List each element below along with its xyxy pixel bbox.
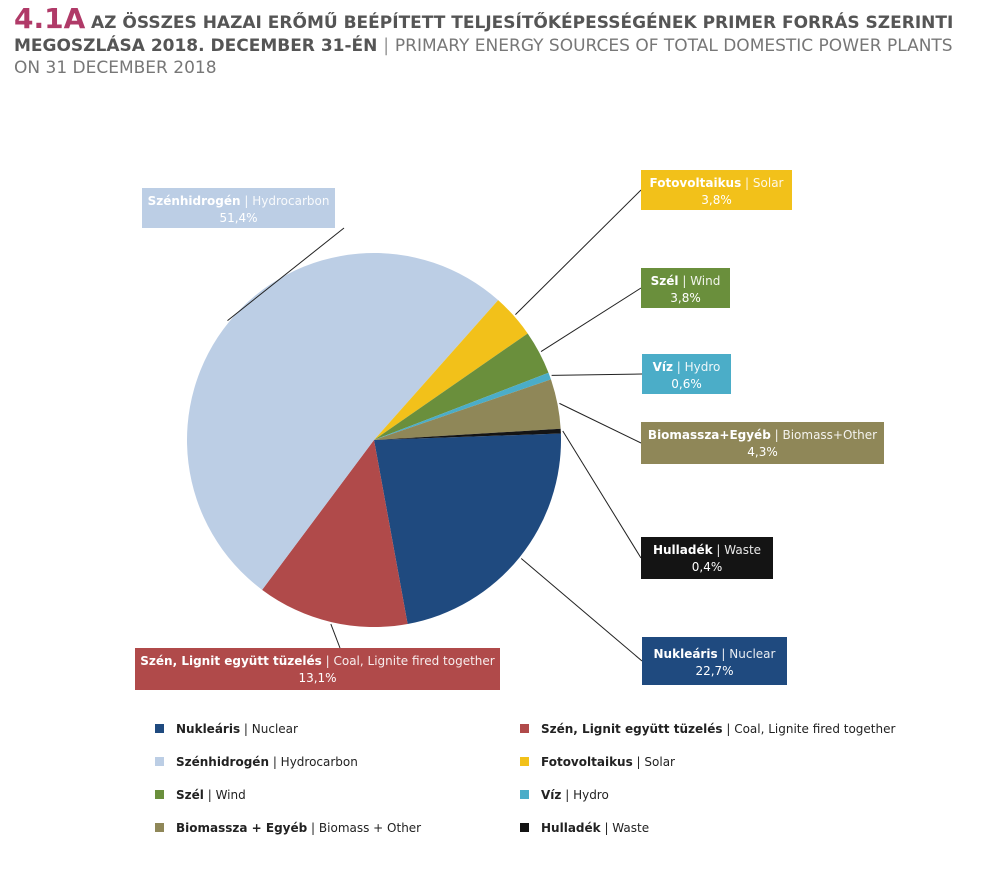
pie-slice-hydrocarbon: [186, 252, 499, 590]
slice-label-value: 22,7%: [695, 664, 734, 678]
legend-label-hu: Szén, Lignit együtt tüzelés: [541, 722, 723, 736]
slice-label-name-hu: Szél: [650, 274, 679, 288]
title-line-3: ON 31 DECEMBER 2018: [14, 57, 989, 79]
legend-swatch: [155, 757, 164, 766]
legend-item-hydro: Víz | Hydro: [520, 788, 609, 802]
pie-slice-wind: [374, 333, 549, 440]
pie-slice-solar: [374, 300, 528, 440]
leader-line-hydrocarbon: [227, 227, 345, 321]
slice-label-value: 13,1%: [298, 671, 337, 685]
title-hu-line1: AZ ÖSSZES HAZAI ERŐMŰ BEÉPÍTETT TELJESÍT…: [91, 13, 954, 33]
legend-swatch: [155, 823, 164, 832]
slice-label-name-en: | Wind: [678, 274, 721, 288]
leader-line-nuclear: [520, 558, 643, 662]
legend-label-hu: Hulladék: [541, 821, 601, 835]
slice-label-nuclear: Nukleáris | Nuclear 22,7%: [642, 637, 787, 685]
legend-label-hu: Szénhidrogén: [176, 755, 269, 769]
leader-line-solar: [515, 189, 642, 315]
title-line-1: 4.1A AZ ÖSSZES HAZAI ERŐMŰ BEÉPÍTETT TEL…: [14, 5, 989, 34]
legend-label-hu: Víz: [541, 788, 562, 802]
slice-label-value: 3,8%: [670, 291, 701, 305]
slice-label-value: 4,3%: [747, 445, 778, 459]
chart-title: 4.1A AZ ÖSSZES HAZAI ERŐMŰ BEÉPÍTETT TEL…: [14, 5, 989, 79]
leader-line-coal-lignite-fired-together: [330, 623, 341, 649]
pie-chart: [186, 189, 643, 662]
slice-label-value: 51,4%: [219, 211, 258, 225]
slice-label-hydrocarbon: Szénhidrogén | Hydrocarbon 51,4%: [142, 188, 335, 228]
leader-line-wind: [540, 287, 642, 353]
legend-label-en: | Waste: [600, 821, 650, 835]
slice-label-name-en: | Solar: [741, 176, 784, 190]
slice-label-name-hu: Nukleáris: [653, 647, 718, 661]
pie-slice-hydro: [374, 372, 551, 440]
slice-label-name-hu: Víz: [652, 360, 673, 374]
slice-label-name-en: | Hydro: [672, 360, 721, 374]
legend-label-en: | Wind: [203, 788, 246, 802]
slice-label-hydro: Víz | Hydro 0,6%: [642, 354, 731, 394]
legend-item-nuclear: Nukleáris | Nuclear: [155, 722, 298, 736]
legend-swatch: [520, 757, 529, 766]
slice-label-name-hu: Hulladék: [652, 543, 713, 557]
legend-label-hu: Biomassza + Egyéb: [176, 821, 308, 835]
slice-label-name-hu: Szén, Lignit együtt tüzelés: [140, 654, 322, 668]
slice-label-name-en: | Nuclear: [717, 647, 776, 661]
legend-label-en: | Hydro: [561, 788, 609, 802]
slice-label-solar: Fotovoltaikus | Solar 3,8%: [641, 170, 792, 210]
slice-label-biomass-other: Biomassza+Egyéb | Biomass+Other 4,3%: [641, 422, 884, 464]
legend-label-hu: Fotovoltaikus: [541, 755, 633, 769]
legend-swatch: [155, 724, 164, 733]
title-separator: |: [383, 35, 390, 56]
title-hu-line2: MEGOSZLÁSA 2018. DECEMBER 31-ÉN: [14, 36, 378, 56]
legend-item-biomass-other: Biomassza + Egyéb | Biomass + Other: [155, 821, 421, 835]
slice-label-name-en: | Waste: [712, 543, 762, 557]
legend-item-coal-lignite-fired-together: Szén, Lignit együtt tüzelés | Coal, Lign…: [520, 722, 895, 736]
pie-slice-nuclear: [374, 433, 562, 624]
slice-label-name-hu: Fotovoltaikus: [649, 176, 742, 190]
slice-label-value: 3,8%: [701, 193, 732, 207]
legend-label-en: | Coal, Lignite fired together: [722, 722, 896, 736]
slice-label-name-hu: Biomassza+Egyéb: [647, 428, 771, 442]
legend-label-en: | Solar: [632, 755, 675, 769]
legend-label-en: | Nuclear: [240, 722, 298, 736]
legend-swatch: [520, 724, 529, 733]
slice-label-name-en: | Biomass+Other: [770, 428, 878, 442]
legend-item-hydrocarbon: Szénhidrogén | Hydrocarbon: [155, 755, 358, 769]
legend-item-waste: Hulladék | Waste: [520, 821, 649, 835]
title-en-line2: PRIMARY ENERGY SOURCES OF TOTAL DOMESTIC…: [394, 36, 953, 56]
slice-label-name-hu: Szénhidrogén: [147, 194, 241, 208]
slice-label-value: 0,6%: [671, 377, 702, 391]
slice-label-waste: Hulladék | Waste 0,4%: [641, 537, 773, 579]
pie-slice-waste: [374, 428, 561, 440]
legend-label-hu: Szél: [176, 788, 204, 802]
slice-label-name-en: | Hydrocarbon: [240, 194, 330, 208]
legend-label-en: | Biomass + Other: [307, 821, 422, 835]
leader-line-waste: [562, 430, 642, 559]
figure-number: 4.1A: [14, 2, 86, 35]
legend-swatch: [155, 790, 164, 799]
legend-item-wind: Szél | Wind: [155, 788, 246, 802]
legend-item-solar: Fotovoltaikus | Solar: [520, 755, 675, 769]
legend-label-hu: Nukleáris: [176, 722, 241, 736]
slice-label-name-en: | Coal, Lignite fired together: [321, 654, 495, 668]
leader-line-biomass-other: [559, 402, 642, 444]
legend-swatch: [520, 823, 529, 832]
legend-swatch: [520, 790, 529, 799]
title-line-2: MEGOSZLÁSA 2018. DECEMBER 31-ÉN | PRIMAR…: [14, 35, 989, 57]
legend-label-en: | Hydrocarbon: [269, 755, 358, 769]
title-en-line3: ON 31 DECEMBER 2018: [14, 58, 217, 78]
pie-slice-biomass-other: [374, 379, 561, 440]
leader-line-hydro: [551, 373, 643, 376]
slice-label-value: 0,4%: [691, 560, 723, 574]
pie-slice-coal-lignite-fired-together: [262, 440, 408, 627]
slice-label-coal-lignite-fired-together: Szén, Lignit együtt tüzelés | Coal, Lign…: [135, 648, 500, 690]
slice-label-wind: Szél | Wind 3,8%: [641, 268, 730, 308]
